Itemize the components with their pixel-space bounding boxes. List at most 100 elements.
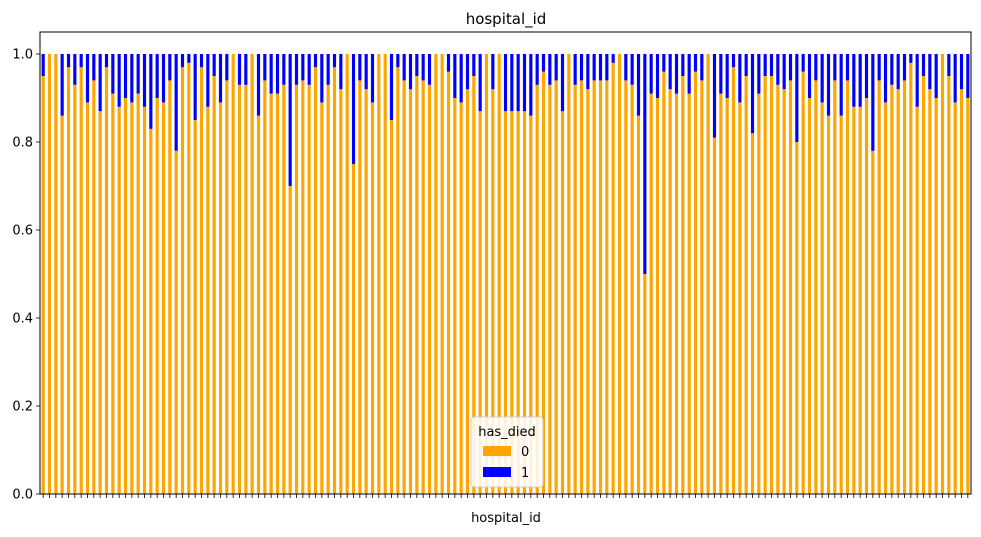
bar-series-1-130 xyxy=(864,54,869,98)
bar-series-0-23 xyxy=(187,62,191,495)
bar-series-0-40 xyxy=(294,84,299,495)
bar-series-0-122 xyxy=(814,80,818,495)
bar-series-1-21 xyxy=(174,54,178,151)
bar-series-1-24 xyxy=(193,54,197,120)
bar-series-1-69 xyxy=(478,54,482,112)
bar-series-0-115 xyxy=(769,76,774,494)
bar-series-0-78 xyxy=(535,84,539,495)
bar-series-0-145 xyxy=(959,89,964,494)
bar-series-1-140 xyxy=(928,54,932,90)
chart-title: hospital_id xyxy=(466,10,547,29)
bar-series-1-90 xyxy=(611,54,615,63)
bar-series-0-62 xyxy=(434,54,438,494)
legend: has_died 0 1 xyxy=(470,416,544,488)
bar-series-1-74 xyxy=(510,54,514,112)
bar-series-1-125 xyxy=(833,54,837,81)
bar-series-1-75 xyxy=(516,54,520,112)
bar-series-0-133 xyxy=(883,102,888,495)
bar-series-1-61 xyxy=(427,54,432,85)
bar-series-1-57 xyxy=(402,54,406,81)
bar-series-0-10 xyxy=(104,67,109,494)
bar-series-1-121 xyxy=(807,54,812,98)
bar-series-0-12 xyxy=(117,106,121,495)
bar-series-0-96 xyxy=(649,93,653,494)
bar-series-0-61 xyxy=(427,84,432,495)
bar-series-0-49 xyxy=(351,164,356,494)
y-tick-label-3: 0.6 xyxy=(12,224,33,239)
bar-series-0-71 xyxy=(491,89,495,494)
bar-series-0-58 xyxy=(408,89,413,494)
y-ticks-layer: 0.0 0.2 0.4 0.6 0.8 1.0 xyxy=(12,48,40,503)
bar-series-1-32 xyxy=(244,54,248,85)
bar-series-0-27 xyxy=(212,76,216,494)
bar-series-0-117 xyxy=(782,89,786,494)
bar-series-1-108 xyxy=(725,54,729,98)
bar-series-1-67 xyxy=(465,54,470,90)
bar-series-0-93 xyxy=(630,84,634,495)
bar-series-0-15 xyxy=(136,93,140,494)
bar-series-1-50 xyxy=(358,54,362,81)
bar-series-0-146 xyxy=(966,98,970,494)
bar-series-1-138 xyxy=(915,54,919,107)
bar-series-0-101 xyxy=(681,76,685,494)
bar-series-0-83 xyxy=(567,54,571,494)
bar-series-0-84 xyxy=(573,84,577,495)
bar-series-0-36 xyxy=(269,93,273,494)
bar-series-0-131 xyxy=(871,150,875,495)
bar-series-1-5 xyxy=(73,54,77,85)
bar-series-1-143 xyxy=(947,54,951,76)
bar-series-0-51 xyxy=(364,89,368,494)
bar-series-0-9 xyxy=(98,111,102,494)
bar-series-1-71 xyxy=(491,54,495,90)
bar-series-0-119 xyxy=(795,142,799,494)
bar-series-0-26 xyxy=(206,106,210,495)
bar-series-1-9 xyxy=(98,54,102,112)
bar-series-1-36 xyxy=(269,54,273,94)
y-tick-label-5: 1.0 xyxy=(12,48,33,63)
y-tick-label-0: 0.0 xyxy=(12,488,33,503)
bar-series-1-81 xyxy=(554,54,558,81)
bar-series-0-8 xyxy=(92,80,96,495)
bar-series-1-141 xyxy=(934,54,938,98)
bar-series-0-30 xyxy=(231,54,235,494)
bar-series-0-41 xyxy=(301,80,305,495)
bar-series-0-91 xyxy=(617,54,622,494)
bar-series-0-136 xyxy=(902,80,907,495)
bar-series-1-79 xyxy=(541,54,546,72)
bar-series-0-105 xyxy=(706,54,710,494)
bar-series-1-10 xyxy=(104,54,109,68)
bar-series-1-17 xyxy=(149,54,153,129)
legend-title: has_died xyxy=(478,425,536,440)
bar-series-1-100 xyxy=(674,54,679,94)
bar-series-1-137 xyxy=(909,54,913,63)
bar-series-1-96 xyxy=(649,54,653,94)
bar-series-0-81 xyxy=(554,80,558,495)
bar-series-0-69 xyxy=(478,111,482,494)
bar-series-0-67 xyxy=(465,89,470,494)
bar-series-0-113 xyxy=(757,93,761,494)
bar-series-1-129 xyxy=(858,54,862,107)
bar-series-1-131 xyxy=(871,54,875,151)
bar-series-1-115 xyxy=(769,54,774,76)
bar-series-0-14 xyxy=(130,102,134,495)
bar-series-1-25 xyxy=(199,54,204,68)
bar-series-0-142 xyxy=(940,54,945,494)
bar-series-0-128 xyxy=(852,106,856,495)
bar-series-1-0 xyxy=(41,54,45,76)
bar-series-0-25 xyxy=(199,67,204,494)
bars-layer xyxy=(41,54,970,495)
bar-series-1-7 xyxy=(85,54,90,103)
bar-series-0-135 xyxy=(896,89,900,494)
bar-series-1-104 xyxy=(700,54,704,81)
bar-series-1-86 xyxy=(586,54,590,90)
bar-series-0-132 xyxy=(877,80,881,495)
bar-series-1-110 xyxy=(738,54,742,103)
bar-series-0-120 xyxy=(801,71,805,494)
bar-series-0-112 xyxy=(750,133,755,494)
bar-series-1-20 xyxy=(168,54,172,81)
bar-series-0-130 xyxy=(864,98,869,494)
bar-series-1-114 xyxy=(763,54,767,76)
bar-series-0-129 xyxy=(858,106,862,495)
bar-series-0-50 xyxy=(358,80,362,495)
bar-series-0-38 xyxy=(282,84,286,495)
